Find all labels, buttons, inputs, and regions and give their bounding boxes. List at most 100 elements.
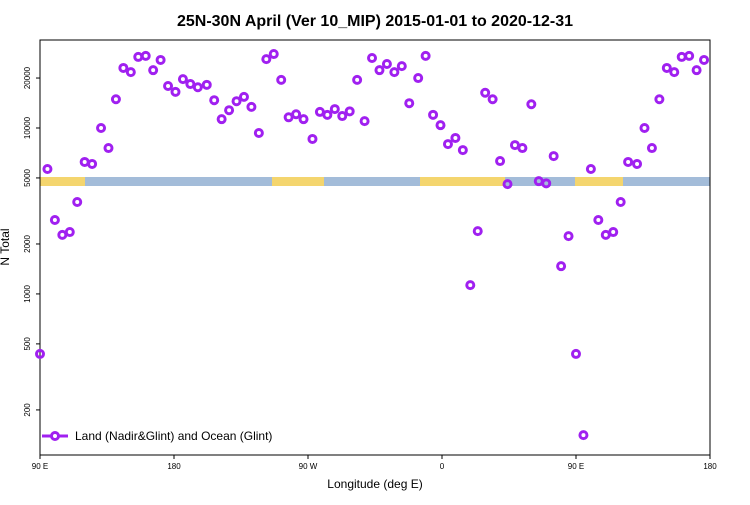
point: [64, 227, 75, 238]
point: [103, 143, 114, 154]
point: [170, 86, 181, 97]
point: [253, 127, 264, 138]
point: [268, 49, 279, 60]
point: [608, 227, 619, 238]
point: [322, 109, 333, 120]
point: [276, 74, 287, 85]
point: [140, 50, 151, 61]
point: [502, 179, 513, 190]
point: [224, 105, 235, 116]
point: [298, 114, 309, 125]
ocean-strip: [40, 177, 710, 186]
chart-title: 25N-30N April (Ver 10_MIP) 2015-01-01 to…: [177, 13, 573, 30]
y-tick-label: 5000: [23, 168, 32, 186]
point: [177, 74, 188, 85]
y-axis-label: N Total: [0, 228, 12, 265]
point: [163, 81, 174, 92]
point: [185, 79, 196, 90]
x-tick-label: 180: [703, 462, 717, 471]
point: [42, 164, 53, 175]
point: [72, 197, 83, 208]
point: [639, 122, 650, 133]
point: [192, 82, 203, 93]
x-axis-label: Longitude (deg E): [327, 477, 422, 491]
point: [396, 61, 407, 72]
point: [548, 151, 559, 162]
point: [238, 91, 249, 102]
point: [526, 99, 537, 110]
point: [480, 87, 491, 98]
point: [563, 231, 574, 242]
point: [201, 79, 212, 90]
y-tick-label: 500: [23, 337, 32, 351]
land-strip: [40, 177, 85, 186]
point: [684, 50, 695, 61]
x-tick-label: 0: [440, 462, 445, 471]
point: [669, 67, 680, 78]
x-tick-label: 180: [167, 462, 181, 471]
point: [125, 67, 136, 78]
point: [404, 98, 415, 109]
point: [381, 58, 392, 69]
land-strip: [272, 177, 324, 186]
point: [291, 109, 302, 120]
point: [49, 214, 60, 225]
point: [155, 54, 166, 65]
x-tick-label: 90 E: [568, 462, 584, 471]
point: [216, 114, 227, 125]
x-tick-label: 90 W: [299, 462, 318, 471]
point: [450, 132, 461, 143]
land-ocean-strip: [40, 177, 710, 186]
y-tick-label: 2000: [23, 235, 32, 253]
y-tick-label: 20000: [23, 66, 32, 89]
point: [556, 261, 567, 272]
point: [435, 120, 446, 131]
point: [35, 348, 45, 359]
land-strip: [575, 177, 623, 186]
point: [307, 133, 318, 144]
point: [541, 178, 552, 189]
point: [661, 62, 672, 73]
point: [457, 145, 468, 156]
point: [428, 109, 439, 120]
point: [615, 197, 626, 208]
point: [87, 158, 98, 169]
legend-marker: [50, 431, 60, 441]
point: [654, 94, 665, 105]
point: [389, 67, 400, 78]
point: [691, 65, 702, 76]
point: [209, 95, 220, 106]
x-tick-label: 90 E: [32, 462, 48, 471]
point: [261, 54, 272, 65]
point: [231, 96, 242, 107]
point: [585, 164, 596, 175]
point: [495, 156, 506, 167]
y-tick-label: 10000: [23, 116, 32, 139]
point: [110, 94, 121, 105]
point: [352, 74, 363, 85]
point: [413, 73, 424, 84]
point: [337, 111, 348, 122]
point: [344, 106, 355, 117]
point: [118, 62, 129, 73]
plot-frame: [39, 39, 711, 456]
point: [487, 94, 498, 105]
point: [148, 65, 159, 76]
land-strip: [420, 177, 505, 186]
legend-entry: Land (Nadir&Glint) and Ocean (Glint): [42, 429, 272, 443]
point: [246, 101, 257, 112]
y-tick-label: 200: [23, 403, 32, 417]
legend-label: Land (Nadir&Glint) and Ocean (Glint): [75, 429, 272, 443]
point: [359, 116, 370, 127]
point: [442, 139, 453, 150]
point: [699, 54, 710, 65]
point: [96, 122, 107, 133]
point: [578, 430, 589, 441]
y-tick-label: 1000: [23, 284, 32, 302]
point: [632, 158, 643, 169]
point: [472, 226, 483, 237]
point: [329, 104, 340, 115]
point: [374, 65, 385, 76]
